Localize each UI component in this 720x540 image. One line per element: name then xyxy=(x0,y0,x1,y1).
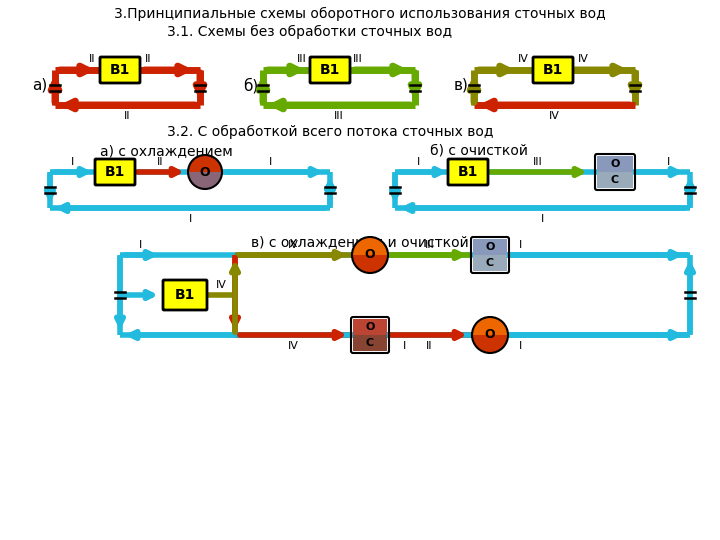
Wedge shape xyxy=(188,155,222,172)
Text: В1: В1 xyxy=(320,63,340,77)
Text: II: II xyxy=(426,341,433,351)
Text: II: II xyxy=(89,54,95,64)
FancyBboxPatch shape xyxy=(95,159,135,185)
FancyBboxPatch shape xyxy=(597,156,633,172)
Text: IV: IV xyxy=(518,54,528,64)
Text: III: III xyxy=(353,54,363,64)
Text: I: I xyxy=(416,157,420,167)
FancyBboxPatch shape xyxy=(353,319,387,335)
Text: II: II xyxy=(157,157,163,167)
Text: в) с охлаждением и очисткой: в) с охлаждением и очисткой xyxy=(251,235,469,249)
FancyBboxPatch shape xyxy=(473,239,507,255)
Text: I: I xyxy=(518,341,521,351)
Text: в): в) xyxy=(454,78,469,93)
Wedge shape xyxy=(472,335,508,353)
Text: б) с очисткой: б) с очисткой xyxy=(430,144,528,158)
Text: О: О xyxy=(485,328,495,341)
Text: С: С xyxy=(611,175,619,185)
FancyBboxPatch shape xyxy=(473,255,507,271)
Wedge shape xyxy=(472,317,508,335)
Text: IV: IV xyxy=(577,54,588,64)
Text: О: О xyxy=(365,322,374,332)
Wedge shape xyxy=(352,237,388,255)
Text: I: I xyxy=(269,157,271,167)
Wedge shape xyxy=(188,172,222,189)
Text: С: С xyxy=(486,258,494,268)
Text: IV: IV xyxy=(215,280,226,290)
Text: а): а) xyxy=(32,78,48,93)
Text: III: III xyxy=(425,240,435,250)
Text: II: II xyxy=(145,54,151,64)
Text: О: О xyxy=(485,242,495,252)
Text: В1: В1 xyxy=(105,165,125,179)
Text: 3.2. С обработкой всего потока сточных вод: 3.2. С обработкой всего потока сточных в… xyxy=(167,125,493,139)
FancyBboxPatch shape xyxy=(533,57,573,83)
Text: II: II xyxy=(125,111,131,121)
Text: О: О xyxy=(611,159,620,169)
Text: О: О xyxy=(365,248,375,261)
FancyBboxPatch shape xyxy=(310,57,350,83)
Text: 3.Принципиальные схемы оборотного использования сточных вод: 3.Принципиальные схемы оборотного исполь… xyxy=(114,7,606,21)
Text: В1: В1 xyxy=(543,63,563,77)
Text: IV: IV xyxy=(549,111,560,121)
Text: I: I xyxy=(518,240,521,250)
FancyBboxPatch shape xyxy=(100,57,140,83)
Text: В1: В1 xyxy=(110,63,130,77)
Text: III: III xyxy=(533,157,543,167)
FancyBboxPatch shape xyxy=(163,280,207,310)
Text: I: I xyxy=(71,157,73,167)
FancyBboxPatch shape xyxy=(597,172,633,188)
Text: III: III xyxy=(297,54,307,64)
Wedge shape xyxy=(352,255,388,273)
Text: I: I xyxy=(667,157,670,167)
Text: IV: IV xyxy=(288,341,299,351)
Text: I: I xyxy=(189,214,192,224)
Text: I: I xyxy=(138,240,142,250)
Text: б): б) xyxy=(243,78,258,93)
FancyBboxPatch shape xyxy=(448,159,488,185)
Text: В1: В1 xyxy=(175,288,195,302)
Text: О: О xyxy=(199,165,210,179)
Text: В1: В1 xyxy=(458,165,478,179)
Text: IV: IV xyxy=(288,240,299,250)
Text: III: III xyxy=(334,111,344,121)
FancyBboxPatch shape xyxy=(353,335,387,351)
Text: а) с охлаждением: а) с охлаждением xyxy=(100,144,233,158)
Text: I: I xyxy=(541,214,544,224)
Text: I: I xyxy=(403,341,407,351)
Text: 3.1. Схемы без обработки сточных вод: 3.1. Схемы без обработки сточных вод xyxy=(168,25,453,39)
Text: С: С xyxy=(366,338,374,348)
